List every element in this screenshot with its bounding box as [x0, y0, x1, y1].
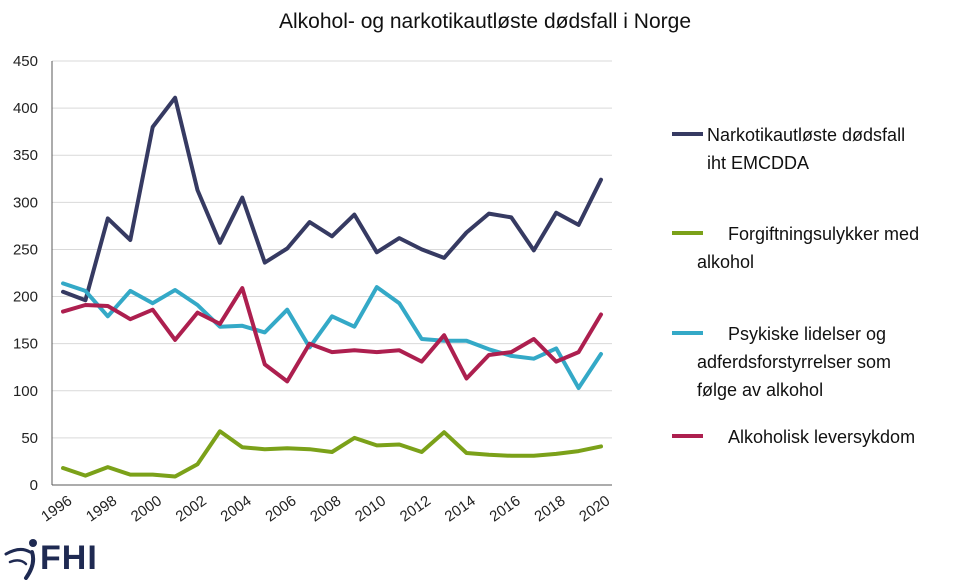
series-line-psykiske	[61, 281, 603, 390]
legend-label-psykiske: Psykiske lidelser og	[728, 324, 886, 344]
x-tick-label: 2016	[487, 492, 524, 525]
y-tick-label: 300	[13, 194, 38, 211]
x-tick-label: 2000	[128, 492, 165, 525]
y-tick-label: 400	[13, 100, 38, 117]
y-tick-label: 250	[13, 241, 38, 258]
x-tick-label: 2010	[352, 492, 389, 525]
legend-label-forgiftning: alkohol	[697, 252, 754, 272]
legend-label-narkotika: Narkotikautløste dødsfall	[707, 125, 905, 145]
chart-title: Alkohol- og narkotikautløste dødsfall i …	[278, 10, 692, 33]
y-tick-label: 200	[13, 289, 38, 306]
fhi-logo-text: FHI	[40, 539, 98, 577]
legend-label-lever: Alkoholisk leversykdom	[728, 427, 915, 447]
x-tick-label: 2006	[262, 492, 299, 525]
series-line-lever	[61, 286, 603, 384]
x-tick-label: 1996	[38, 492, 75, 525]
x-tick-label: 2012	[397, 492, 434, 525]
x-tick-label: 2008	[307, 492, 344, 525]
x-tick-label: 1998	[83, 492, 120, 525]
legend-label-psykiske: adferdsforstyrrelser som	[697, 352, 891, 372]
series-line-forgiftning	[61, 429, 603, 479]
y-tick-label: 0	[30, 477, 38, 494]
legend-label-forgiftning: Forgiftningsulykker med	[728, 224, 919, 244]
legend: Narkotikautløste dødsfall iht EMCDDA Forgi…	[672, 125, 919, 447]
series-lines	[61, 95, 603, 479]
y-tick-label: 450	[13, 53, 38, 70]
x-tick-label: 2018	[531, 492, 568, 525]
series-line-narkotika	[61, 95, 603, 303]
y-tick-label: 50	[21, 430, 38, 447]
y-tick-label: 150	[13, 336, 38, 353]
x-tick-label: 2020	[576, 492, 613, 525]
x-tick-label: 2004	[218, 492, 255, 525]
legend-label-psykiske: følge av alkohol	[697, 380, 823, 400]
y-tick-label: 350	[13, 147, 38, 164]
gridlines	[52, 60, 612, 439]
legend-label-narkotika: iht EMCDDA	[707, 153, 809, 173]
fhi-logo-icon	[4, 539, 37, 580]
y-tick-label: 100	[13, 383, 38, 400]
x-tick-label: 2014	[442, 492, 479, 525]
x-tick-label: 2002	[173, 492, 210, 525]
